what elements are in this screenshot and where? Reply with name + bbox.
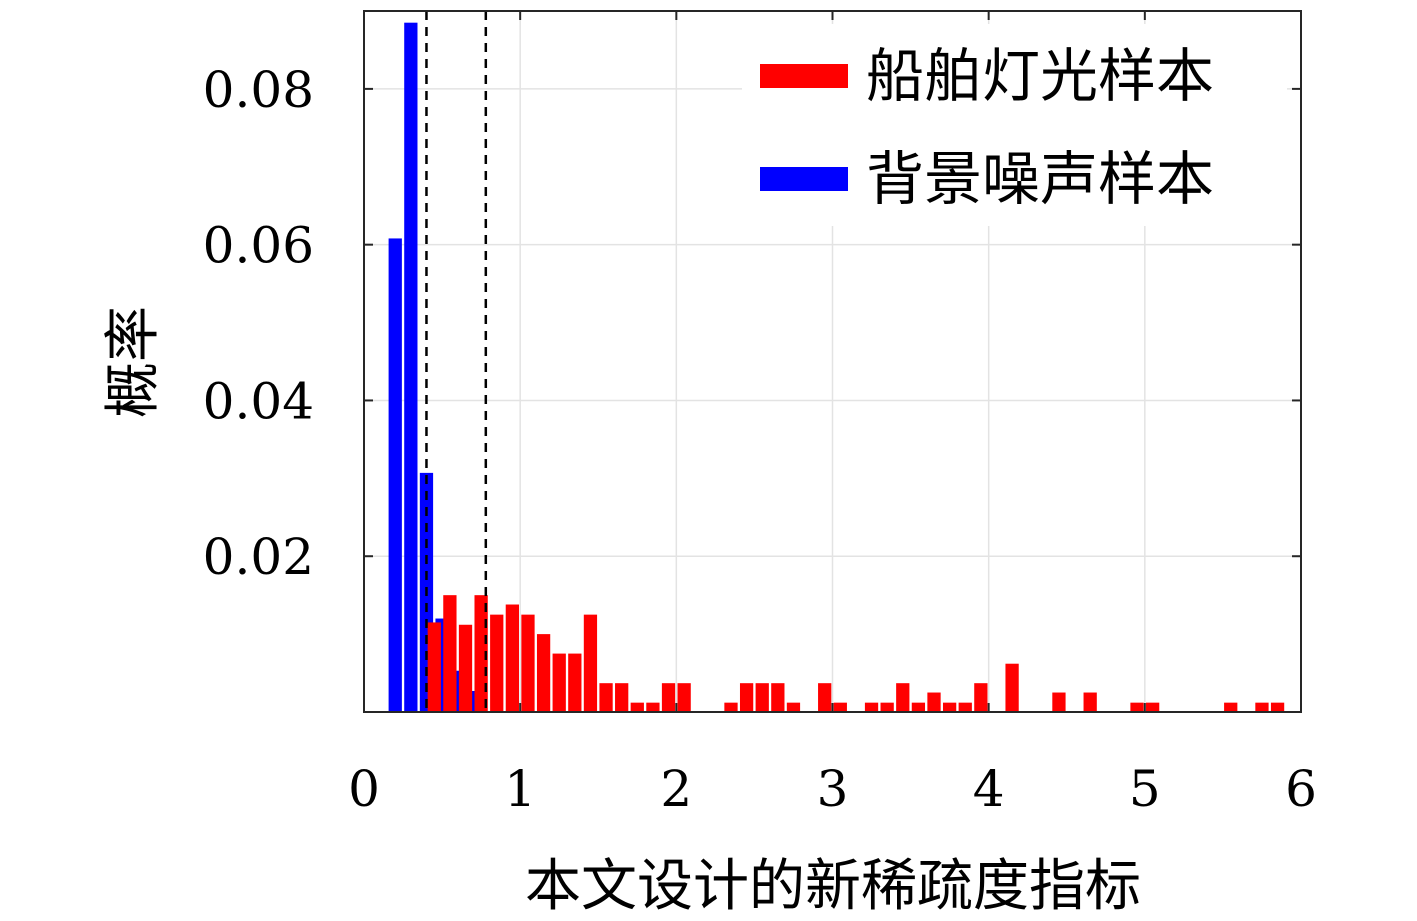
ship-light-bar-11: [599, 683, 613, 712]
ship-light-bar-9: [568, 653, 582, 712]
ship-light-bar-24: [864, 702, 879, 712]
ship-light-bar-15: [661, 683, 676, 712]
ship-light-bar-0: [427, 622, 441, 712]
ship-light-bar-2: [458, 624, 473, 712]
ship-light-bar-10: [583, 614, 598, 712]
x-tick-label-2: 2: [660, 760, 692, 818]
y-tick-label-3: 0.08: [203, 61, 314, 119]
ship-light-bar-29: [942, 702, 957, 712]
ship-light-bar-20: [771, 683, 785, 712]
ship-light-bar-12: [615, 683, 629, 712]
x-axis-label: 本文设计的新稀疏度指标: [525, 854, 1141, 919]
y-tick-label-0: 0.02: [203, 528, 314, 586]
threshold-lines: [425, 11, 488, 712]
ship-light-bar-13: [630, 702, 644, 712]
ship-light-bar-33: [1052, 692, 1066, 712]
x-tick-label-3: 3: [817, 760, 849, 818]
background-noise-bar-1: [404, 22, 418, 712]
x-tick-label-1: 1: [504, 760, 536, 818]
ship-light-bar-19: [755, 683, 769, 712]
ship-light-bar-39: [1270, 702, 1285, 712]
y-tick-label-1: 0.04: [203, 372, 314, 430]
legend-background: [742, 24, 1287, 226]
legend-label-1: 背景噪声样本: [866, 145, 1214, 213]
axes-frame: [363, 10, 1302, 713]
ship-light-bar-8: [552, 653, 566, 712]
y-tick-label-2: 0.06: [203, 217, 314, 275]
ship-light-bar-30: [958, 702, 972, 712]
ship-light-bar-17: [724, 702, 738, 712]
ship-light-bar-31: [974, 683, 988, 712]
ship-light-bar-32: [1005, 663, 1019, 712]
ship-light-bar-34: [1083, 692, 1097, 712]
legend-swatch-1: [760, 167, 848, 191]
ship-light-bar-21: [786, 702, 801, 712]
ship-light-bar-38: [1255, 702, 1269, 712]
ship-light-bar-6: [521, 614, 535, 712]
background-noise-bars: [388, 22, 480, 713]
y-axis-label: 概率: [101, 306, 166, 418]
ship-light-bar-7: [536, 634, 551, 712]
ship-light-bar-26: [896, 683, 910, 712]
ship-light-bar-1: [443, 595, 457, 712]
ship-light-bar-28: [927, 692, 941, 712]
x-tick-label-5: 5: [1129, 760, 1161, 818]
background-noise-bar-0: [388, 238, 402, 713]
ship-light-bar-18: [739, 683, 754, 712]
ship-light-bar-36: [1146, 702, 1160, 712]
ship-light-bar-14: [646, 702, 660, 712]
ship-light-bars: [427, 595, 1285, 712]
ship-light-bar-16: [677, 683, 691, 712]
ship-light-bar-27: [911, 702, 926, 712]
ship-light-bar-3: [474, 595, 488, 712]
ship-light-bar-35: [1130, 702, 1144, 712]
x-tick-label-4: 4: [973, 760, 1005, 818]
ship-light-bar-23: [833, 702, 847, 712]
ship-light-bar-5: [505, 604, 519, 712]
ship-light-bar-22: [818, 683, 832, 712]
x-tick-label-0: 0: [348, 760, 380, 818]
ship-light-bar-25: [880, 702, 894, 712]
ship-light-bar-4: [490, 614, 504, 712]
tick-labels: 0 1 2 3 4 5 6 0.02 0.04 0.06 0.08: [203, 61, 1317, 818]
legend-swatch-0: [760, 64, 848, 88]
legend-label-0: 船舶灯光样本: [866, 42, 1214, 110]
ship-light-bar-37: [1224, 702, 1238, 712]
x-tick-label-6: 6: [1285, 760, 1317, 818]
